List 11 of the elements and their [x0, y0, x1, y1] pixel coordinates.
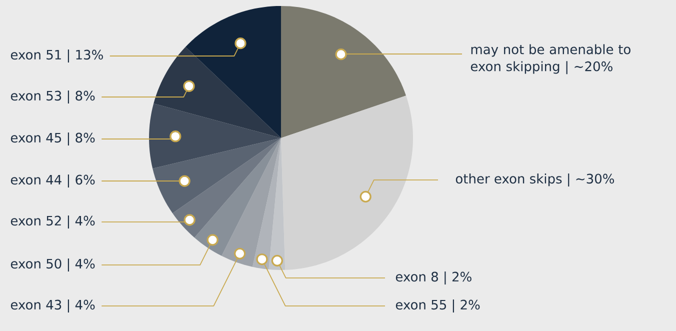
slice-label: exon 43 | 4% [10, 299, 95, 312]
slice-label: other exon skips | ~30% [456, 173, 614, 186]
slice-label: exon 50 | 4% [10, 258, 95, 272]
slice-label: exon 52 | 4% [10, 215, 95, 228]
slice-label: exon 45 | 8% [10, 132, 95, 146]
slice-label: exon 55 | 2% [396, 299, 480, 312]
slice-label: exon 51 | 13% [10, 49, 103, 62]
slice-label: exon 53 | 8% [10, 90, 95, 104]
slice-label: exon 44 | 6% [10, 174, 95, 188]
slice-label: may not be amenable to exon skipping | ~20% [470, 44, 630, 74]
slice-label: exon 8 | 2% [396, 271, 472, 284]
